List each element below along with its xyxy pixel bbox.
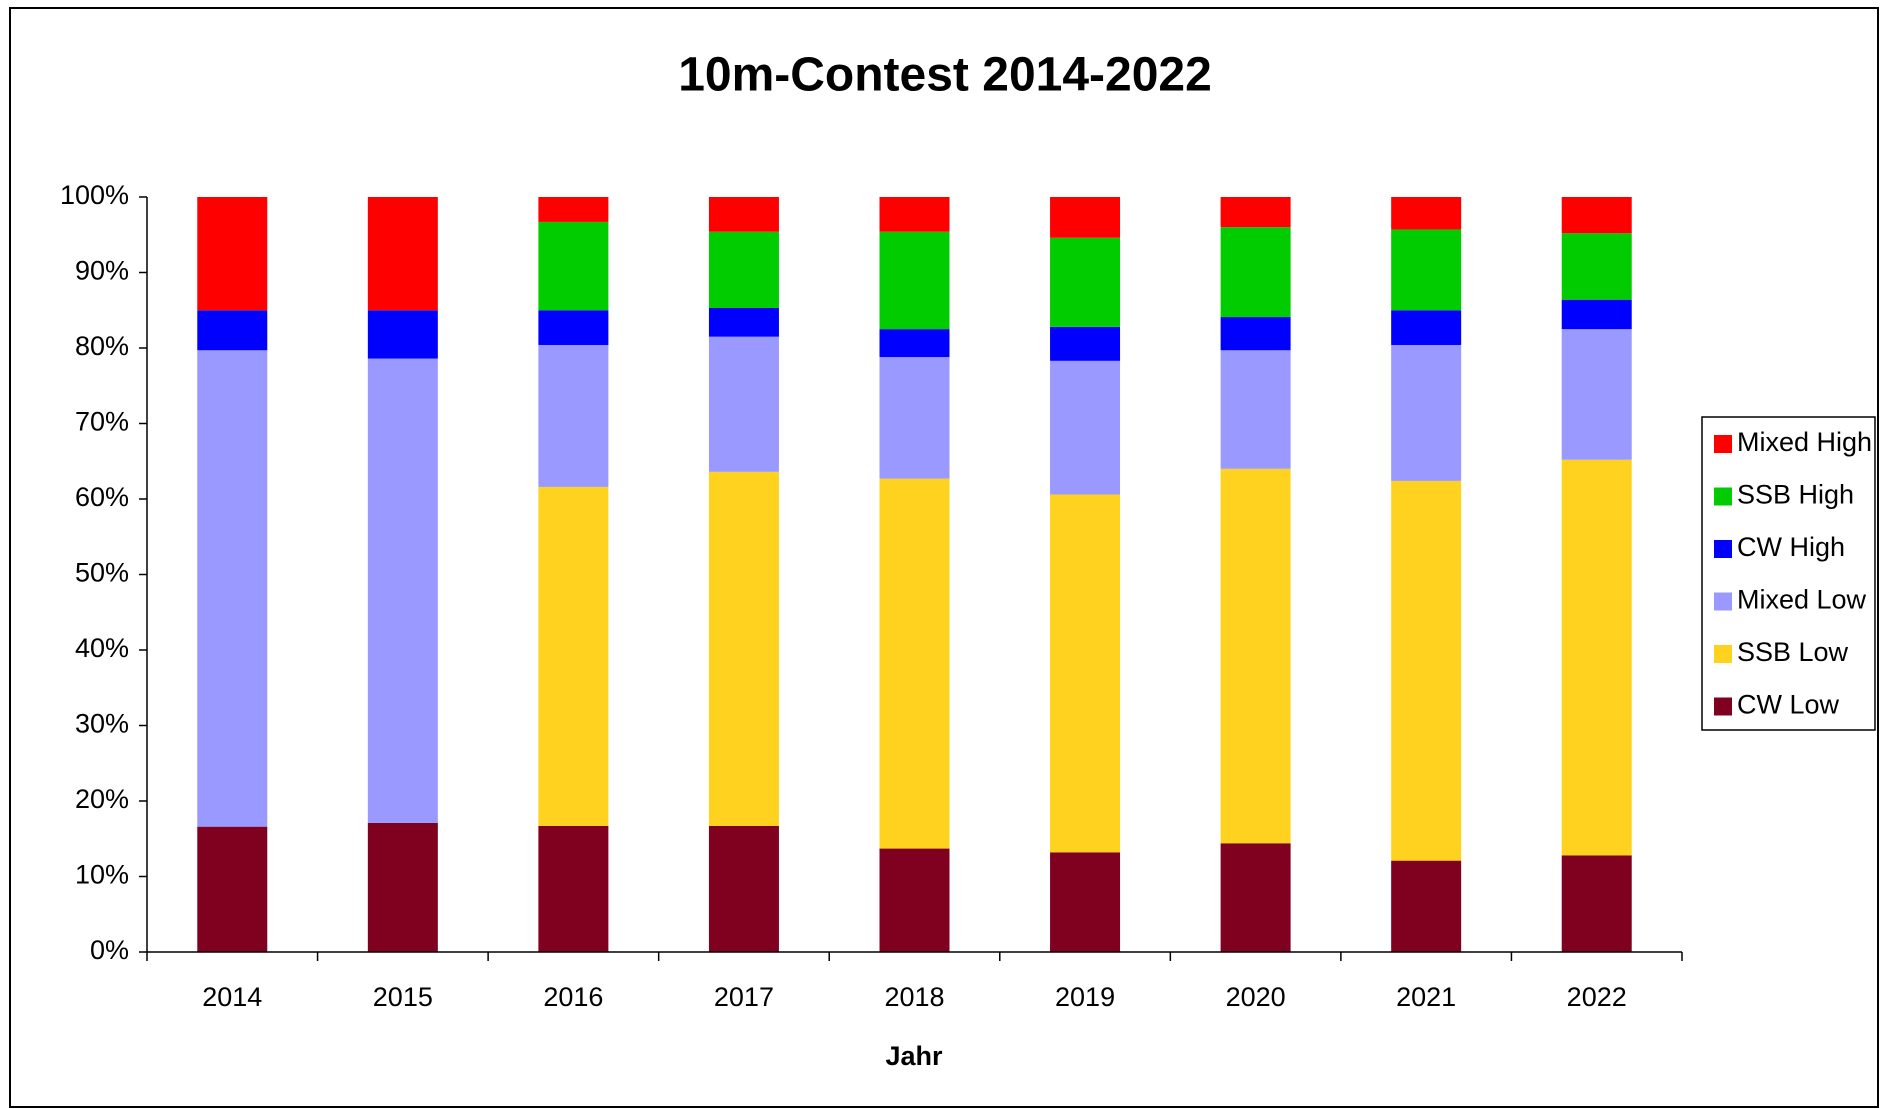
- bar-segment: [708, 307, 779, 337]
- bar-segment: [1220, 317, 1291, 351]
- bar-segment: [879, 478, 950, 849]
- bar-segment: [367, 310, 438, 359]
- x-tick-label: 2016: [543, 982, 603, 1012]
- legend-swatch: [1714, 697, 1732, 716]
- bar-segment: [1561, 855, 1632, 952]
- bar-segment: [1561, 459, 1632, 856]
- bar-segment: [1561, 299, 1632, 330]
- bar-segment: [1391, 860, 1462, 952]
- x-tick-label: 2022: [1567, 982, 1627, 1012]
- bar-segment: [1391, 310, 1462, 345]
- legend-swatch: [1714, 540, 1732, 558]
- y-tick-label: 100%: [60, 180, 129, 210]
- bar-segment: [879, 329, 950, 358]
- x-tick-label: 2018: [884, 982, 944, 1012]
- bar-segment: [1220, 350, 1291, 469]
- bar-segment: [879, 231, 950, 330]
- x-tick-label: 2014: [202, 982, 262, 1012]
- legend-label: CW Low: [1737, 690, 1840, 720]
- legend-box: [1701, 416, 1876, 731]
- x-tick-label: 2021: [1396, 982, 1456, 1012]
- bar-segment: [367, 358, 438, 823]
- bar-segment: [367, 197, 438, 311]
- legend-label: CW High: [1737, 532, 1845, 562]
- legend-swatch: [1714, 592, 1732, 611]
- x-tick-label: 2017: [714, 982, 774, 1012]
- y-tick-label: 30%: [75, 709, 129, 739]
- legend-label: Mixed Low: [1737, 585, 1867, 615]
- x-tick-label: 2015: [373, 982, 433, 1012]
- bar-segment: [708, 825, 779, 952]
- chart-title: 10m-Contest 2014-2022: [678, 49, 1212, 102]
- bar-segment: [1050, 360, 1121, 495]
- y-tick-label: 90%: [75, 256, 129, 286]
- y-tick-label: 70%: [75, 407, 129, 437]
- y-tick-label: 0%: [90, 935, 129, 965]
- bar-segment: [1391, 197, 1462, 230]
- bar-segment: [1220, 843, 1291, 952]
- x-tick-label: 2019: [1055, 982, 1115, 1012]
- bar-segment: [1391, 344, 1462, 481]
- y-tick-label: 80%: [75, 331, 129, 361]
- bar-segment: [197, 197, 268, 311]
- bar-segment: [1050, 326, 1121, 361]
- bar-segment: [1561, 233, 1632, 300]
- bar-segment: [708, 231, 779, 308]
- bar-segment: [708, 197, 779, 232]
- y-tick-label: 50%: [75, 558, 129, 588]
- bar-segment: [197, 350, 268, 827]
- bar-segment: [1220, 227, 1291, 318]
- bar-segment: [1220, 197, 1291, 228]
- bar-segment: [197, 826, 268, 952]
- bar-segment: [1050, 237, 1121, 327]
- bar-segment: [538, 344, 609, 487]
- bar-segment: [1050, 197, 1121, 238]
- bar-segment: [538, 197, 609, 222]
- legend-label: SSB Low: [1737, 637, 1849, 667]
- bar-segment: [538, 825, 609, 952]
- legend-swatch: [1714, 435, 1732, 453]
- bar-segment: [367, 822, 438, 952]
- bar-segment: [1220, 468, 1291, 844]
- y-tick-label: 40%: [75, 633, 129, 663]
- x-axis-label: Jahr: [885, 1041, 943, 1071]
- y-tick-label: 60%: [75, 482, 129, 512]
- x-tick-label: 2020: [1226, 982, 1286, 1012]
- bar-segment: [538, 486, 609, 826]
- y-tick-label: 10%: [75, 860, 129, 890]
- bar-segment: [1050, 494, 1121, 853]
- legend-swatch: [1714, 645, 1732, 663]
- legend-swatch: [1714, 487, 1732, 506]
- bar-segment: [879, 357, 950, 479]
- bar-segment: [879, 848, 950, 952]
- bar-segment: [197, 310, 268, 351]
- bar-segment: [708, 336, 779, 472]
- bar-segment: [1391, 480, 1462, 861]
- bar-segment: [1391, 229, 1462, 311]
- bar-segment: [879, 197, 950, 232]
- bar-segment: [708, 471, 779, 826]
- bar-segment: [538, 221, 609, 311]
- bar-segment: [1050, 852, 1121, 952]
- legend-label: Mixed High: [1737, 427, 1872, 457]
- y-tick-label: 20%: [75, 784, 129, 814]
- bar-segment: [1561, 329, 1632, 460]
- legend-label: SSB High: [1737, 480, 1854, 510]
- bar-segment: [1561, 197, 1632, 234]
- bar-segment: [538, 310, 609, 345]
